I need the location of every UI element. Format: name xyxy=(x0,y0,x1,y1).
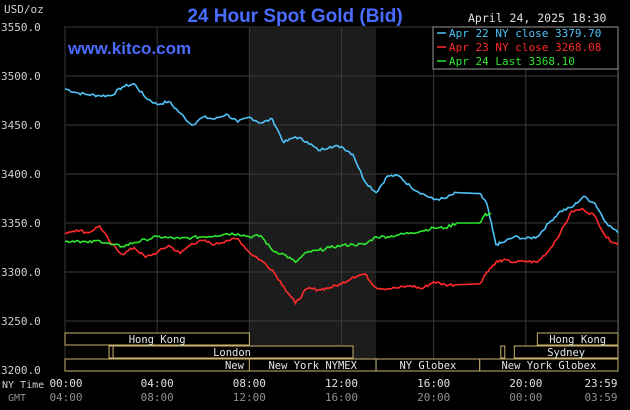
legend-entry: Apr 22 NY close 3379.70 xyxy=(449,27,601,40)
x-tick-label-gmt: 16:00 xyxy=(325,391,358,404)
session-label: Sydney xyxy=(547,347,585,359)
series-line xyxy=(64,212,492,264)
session-stub xyxy=(500,345,506,359)
session-label: New York Globex xyxy=(501,360,596,372)
x-tick-label-ny: 12:00 xyxy=(325,377,358,390)
series-line xyxy=(64,82,619,247)
chart-title: 24 Hour Spot Gold (Bid) xyxy=(187,6,402,27)
session-label: Hong Kong xyxy=(129,334,186,346)
session-bars: Hong Kong London New York Globex New York N… xyxy=(64,332,619,372)
y-tick-label: 3350.0 xyxy=(1,217,41,230)
session-label: NY Globex xyxy=(399,360,456,372)
x-tick-label-gmt: 03:59 xyxy=(584,391,617,404)
legend-entry: Apr 23 NY close 3268.08 xyxy=(449,41,601,54)
x-tick-label-ny: 16:00 xyxy=(417,377,450,390)
session-bar xyxy=(64,332,250,346)
y-axis-label: USD/oz xyxy=(4,3,44,16)
session-label: New York NYMEX xyxy=(268,360,357,372)
y-tick-label: 3300.0 xyxy=(1,266,41,279)
y-tick-label: 3500.0 xyxy=(1,70,41,83)
legend-entry: Apr 24 Last 3368.10 xyxy=(449,55,575,68)
x-tick-label-gmt: 12:00 xyxy=(233,391,266,404)
y-tick-label: 3200.0 xyxy=(1,364,41,377)
y-tick-label: 3250.0 xyxy=(1,315,41,328)
y-tick-label: 3550.0 xyxy=(1,21,41,34)
session-bar xyxy=(479,358,619,372)
brand-label: www.kitco.com xyxy=(67,39,191,58)
timestamp: April 24, 2025 18:30 xyxy=(468,11,607,25)
session-bar xyxy=(513,345,619,359)
session-label: Hong Kong xyxy=(549,334,606,346)
session-label: London xyxy=(213,347,251,359)
x-axis-label-gmt: GMT xyxy=(8,393,26,404)
session-stub xyxy=(108,345,114,359)
x-tick-label-ny: 20:00 xyxy=(509,377,542,390)
y-axis-ticks: 3550.0 3500.0 3450.0 3400.0 3350.0 3300.0 3250… xyxy=(1,21,41,377)
x-axis-label-ny: NY Time xyxy=(2,380,44,391)
x-tick-label-ny: 23:59 xyxy=(584,377,617,390)
x-tick-label-gmt: 00:00 xyxy=(509,391,542,404)
series-lines xyxy=(64,82,619,306)
x-tick-label-ny: 08:00 xyxy=(233,377,266,390)
session-bar xyxy=(536,332,619,346)
x-tick-label-gmt: 04:00 xyxy=(49,391,82,404)
nymex-shaded-band xyxy=(249,28,377,370)
x-axis-ticks: 00:0004:0004:0008:0008:0012:0012:0016:00… xyxy=(49,377,617,404)
x-tick-label-ny: 00:00 xyxy=(49,377,82,390)
x-tick-label-gmt: 20:00 xyxy=(417,391,450,404)
x-tick-label-gmt: 08:00 xyxy=(141,391,174,404)
y-tick-label: 3450.0 xyxy=(1,119,41,132)
y-tick-label: 3400.0 xyxy=(1,168,41,181)
series-line xyxy=(64,207,619,306)
x-tick-label-ny: 04:00 xyxy=(141,377,174,390)
legend-box xyxy=(432,26,619,70)
